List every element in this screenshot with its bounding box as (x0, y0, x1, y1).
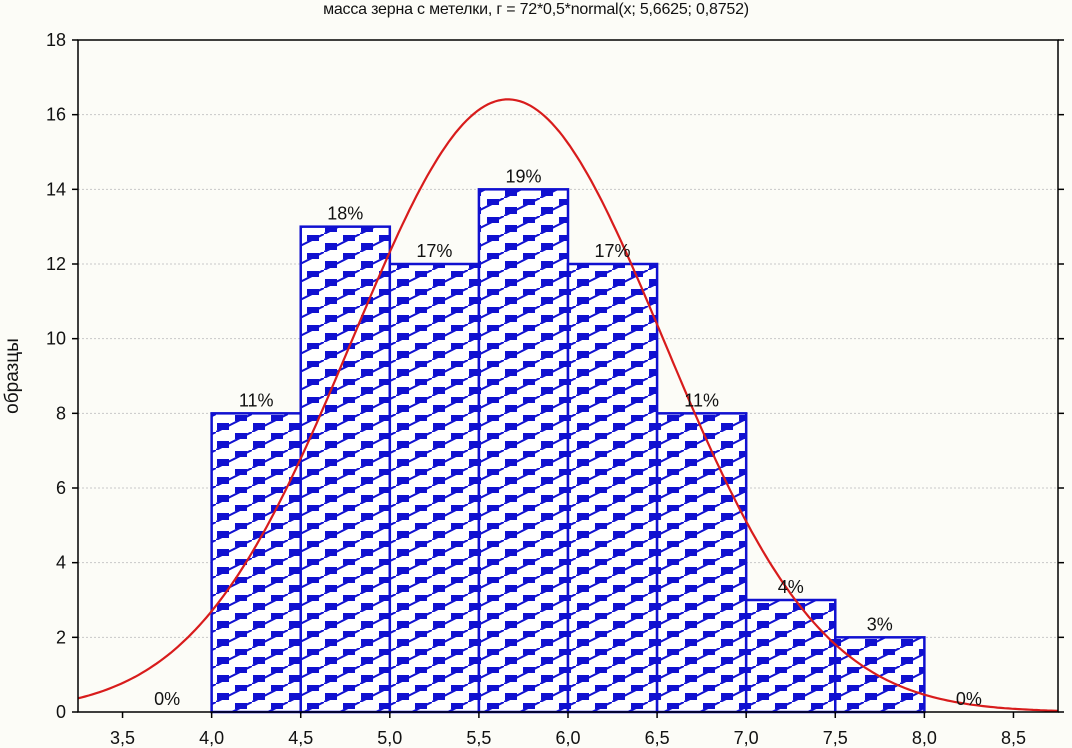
histogram-bar (566, 262, 659, 714)
y-axis-title: образцы (2, 338, 23, 414)
y-tick-label: 0 (56, 702, 66, 722)
bar-percent-label: 4% (778, 577, 804, 597)
y-tick-label: 8 (56, 403, 66, 423)
x-tick-label: 8,0 (912, 728, 937, 748)
x-tick-label: 5,0 (377, 728, 402, 748)
histogram-bar (834, 636, 926, 714)
y-tick-label: 14 (46, 179, 66, 199)
histogram-bar (744, 598, 837, 714)
histogram-bar (655, 412, 748, 714)
y-tick-label: 16 (46, 105, 66, 125)
bars-layer (210, 188, 926, 714)
y-tick-label: 12 (46, 254, 66, 274)
chart-title: масса зерна с метелки, г = 72*0,5*normal… (323, 1, 749, 18)
axes-layer: 0 2 4 6 8 10 12 14 16 18 3,5 4,0 4,5 5,0 5,5 6,0 6,5 7,0 7… (46, 30, 1064, 748)
x-tick-label: 5,5 (466, 728, 491, 748)
histogram-bar (299, 225, 392, 714)
histogram-bar (388, 262, 481, 714)
bar-percent-label: 11% (684, 390, 719, 410)
histogram-bar (210, 412, 302, 714)
y-tick-label: 4 (56, 553, 66, 573)
y-tick-label: 6 (56, 478, 66, 498)
y-tick-label: 10 (46, 329, 66, 349)
normal-fit-curve (78, 98, 1058, 712)
curve-layer (78, 98, 1058, 712)
x-tick-label: 8,5 (1001, 728, 1026, 748)
bar-percent-label: 17% (416, 241, 452, 261)
x-tick-label: 6,5 (645, 728, 670, 748)
histogram-bar (477, 188, 570, 714)
x-tick-label: 4,5 (288, 728, 313, 748)
bar-percent-label: 3% (867, 614, 893, 634)
labels-layer: 0% 11% 18% 17% 19% 17% 11% 4% 3% 0% (154, 166, 982, 709)
x-tick-label: 4,0 (199, 728, 224, 748)
bar-percent-label: 17% (595, 241, 631, 261)
bar-percent-label: 0% (154, 689, 180, 709)
x-tick-label: 3,5 (110, 728, 135, 748)
bar-percent-label: 19% (505, 166, 541, 186)
x-tick-label: 6,0 (555, 728, 580, 748)
y-tick-label: 2 (56, 627, 66, 647)
bar-percent-label: 0% (956, 689, 982, 709)
x-tick-label: 7,5 (823, 728, 848, 748)
bar-percent-label: 11% (239, 390, 274, 410)
bar-percent-label: 18% (327, 204, 363, 224)
y-tick-label: 18 (46, 30, 66, 50)
x-tick-label: 7,0 (734, 728, 759, 748)
